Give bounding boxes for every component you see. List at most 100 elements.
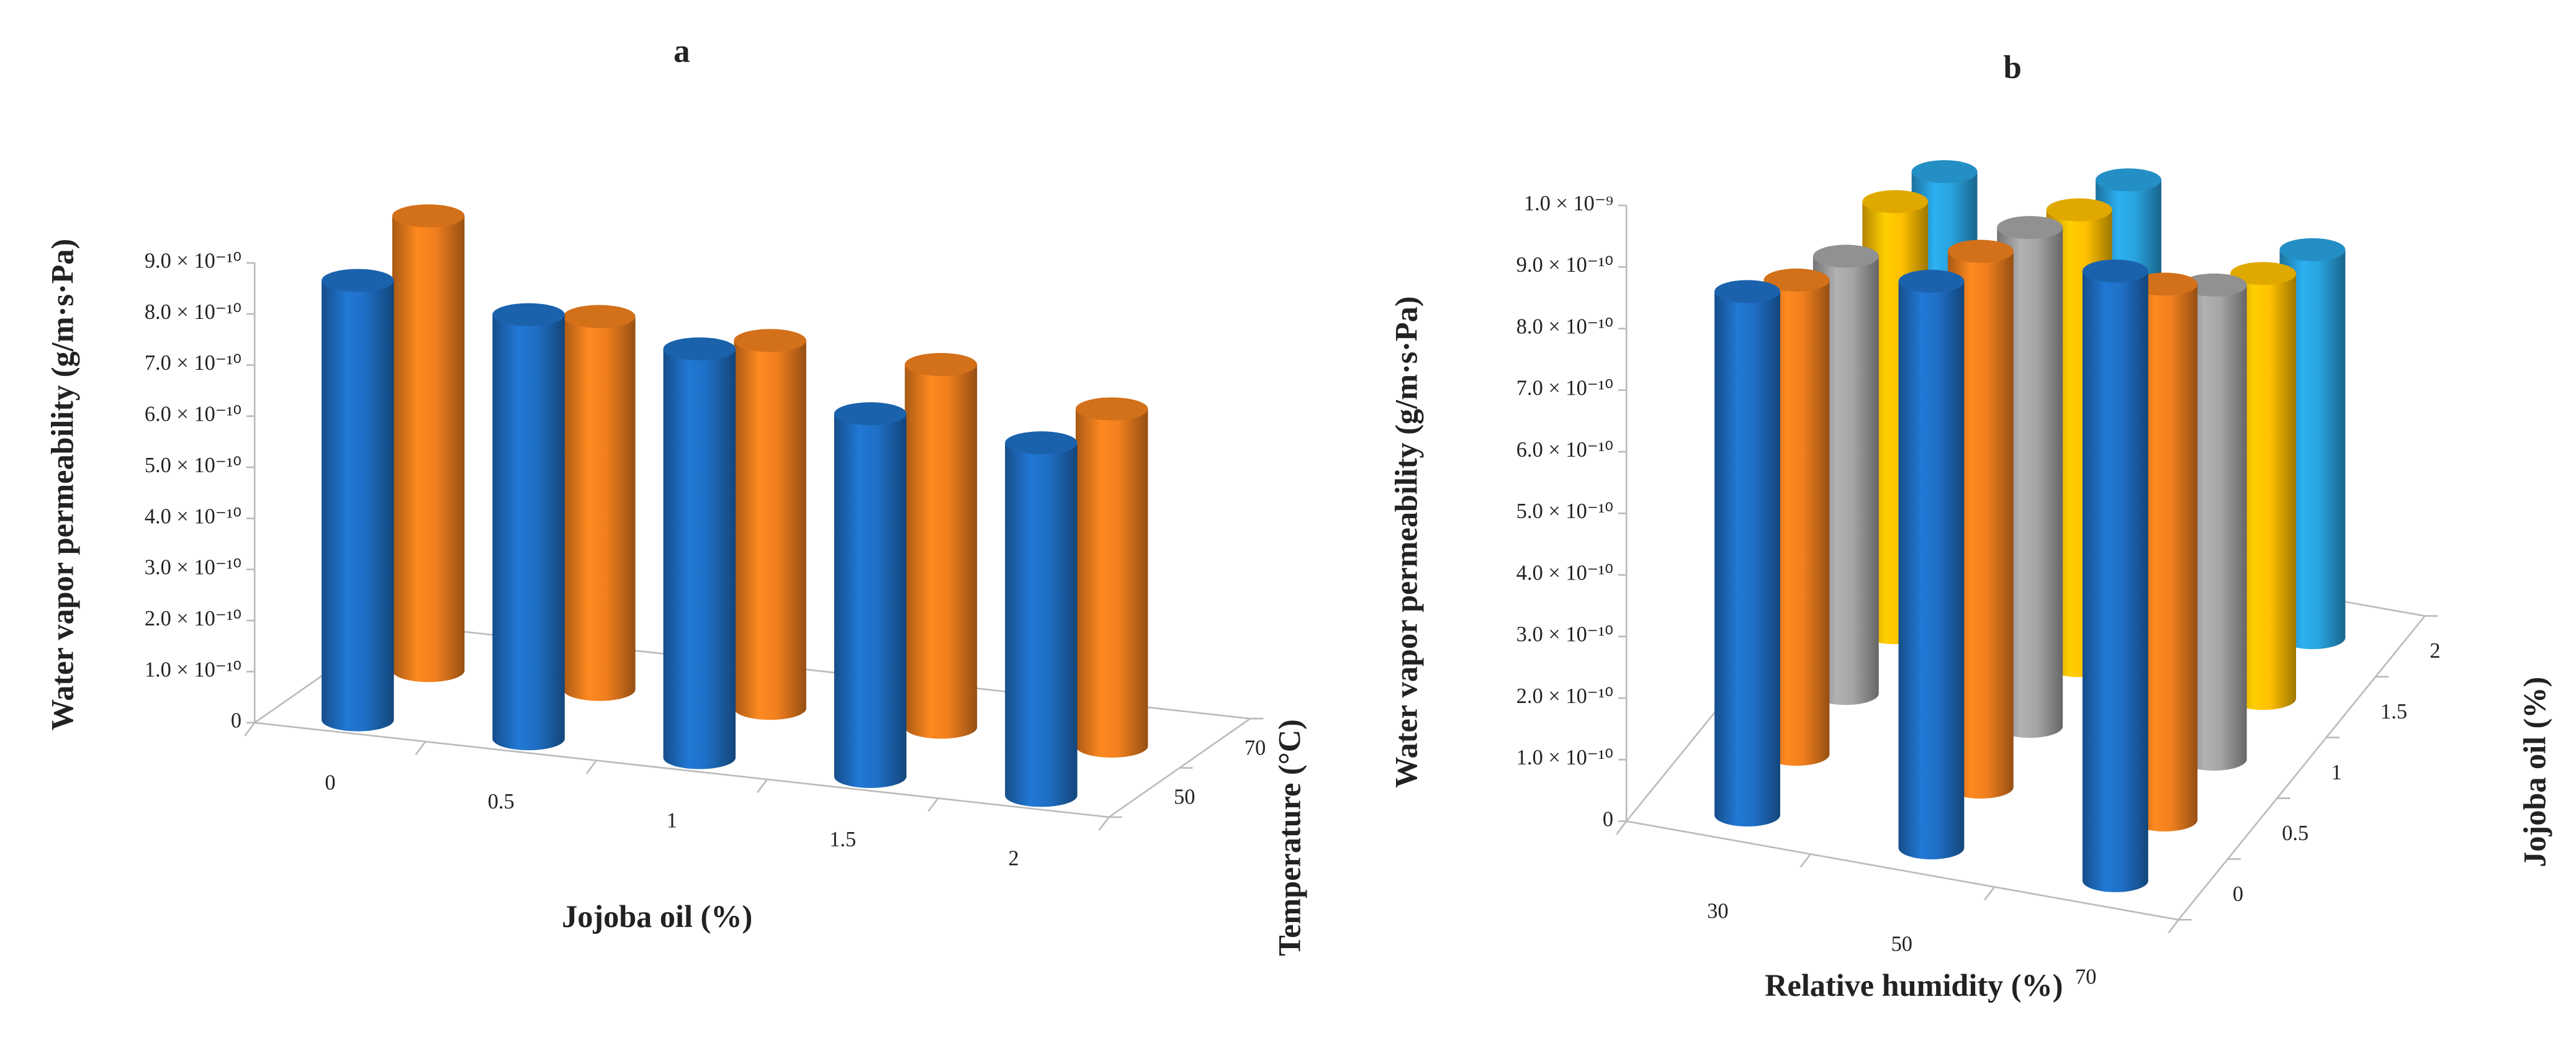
cylinder-top [1947,240,2014,263]
x-tick [2168,919,2179,934]
y-tick-label: 0 [231,709,241,733]
y-tick-label: 3.0 × 10⁻¹⁰ [1516,623,1613,647]
cylinder [1075,397,1148,758]
cylinder-top [663,337,736,361]
y-tick-label: 4.0 × 10⁻¹⁰ [145,504,241,528]
x-tick [585,759,597,774]
y-tick-label: 5.0 × 10⁻¹⁰ [1516,499,1613,523]
z-tick-label: 1 [2331,761,2342,784]
y-tick-label: 4.0 × 10⁻¹⁰ [1516,561,1613,584]
cylinder-top [834,402,907,426]
x-tick [1984,886,1996,901]
cylinder-top [1862,190,1929,213]
cylinder [734,329,806,720]
chart-title: b [2003,50,2021,86]
y-tick-label: 8.0 × 10⁻¹⁰ [145,300,241,324]
cylinder [1714,280,1780,827]
cylinder [322,269,394,732]
cylinder-body [1005,442,1078,795]
y-tick-label: 2.0 × 10⁻¹⁰ [1516,684,1613,708]
cylinder [904,352,978,739]
x-axis-title: Relative humidity (%) [1765,968,2063,1003]
floor-edge [2177,615,2426,921]
x-tick [927,797,939,812]
x-tick [1799,853,1811,868]
y-tick-label: 2.0 × 10⁻¹⁰ [145,607,241,630]
y-tick-label: 9.0 × 10⁻¹⁰ [1516,253,1613,277]
cylinder-body [1714,291,1780,815]
cylinder-top [1997,216,2063,240]
x-tick-label: 1.5 [829,828,856,851]
x-tick-label: 1 [667,808,677,832]
z-tick-label: 70 [1245,736,1266,759]
x-tick [1616,820,1628,835]
cylinder [663,337,736,769]
z-tick-label: 50 [1174,786,1195,809]
z-tick-label: 2 [2430,639,2440,663]
cylinder-body [322,280,394,720]
y-tick-label: 0 [1603,807,1613,831]
y-tick-label: 3.0 × 10⁻¹⁰ [145,556,241,580]
cylinder-top [2046,198,2112,222]
cylinder-body [904,364,978,728]
y-tick-label: 5.0 × 10⁻¹⁰ [145,454,241,477]
y-axis-title: Water vapor permeability (g/m·s·Pa) [1389,296,1423,788]
y-tick-label: 6.0 × 10⁻¹⁰ [1516,438,1613,462]
z-tick-label: 1.5 [2380,700,2407,723]
y-tick-label: 9.0 × 10⁻¹⁰ [145,249,241,273]
y-tick-label: 7.0 × 10⁻¹⁰ [145,351,241,375]
y-tick-label: 1.0 × 10⁻¹⁰ [1516,746,1613,769]
cylinder [834,402,907,788]
x-tick-label: 0 [325,771,335,795]
x-axis-title: Jojoba oil (%) [562,899,752,934]
x-tick [244,722,256,737]
x-tick-label: 0.5 [488,790,515,813]
cylinder-body [1898,281,1965,848]
cylinder-top [2279,238,2346,261]
cylinder-top [492,303,565,326]
cylinder-top [734,329,806,352]
cylinder [2082,259,2148,892]
cylinder-top [322,269,394,292]
z-axis-title: Jojoba oil (%) [2518,677,2552,867]
y-tick-label: 1.0 × 10⁻⁹ [1524,192,1613,215]
z-tick-label: 0 [2233,882,2243,906]
cylinder [392,204,465,683]
cylinder [1898,269,1965,859]
y-tick-label: 7.0 × 10⁻¹⁰ [1516,377,1613,400]
y-tick-label: 8.0 × 10⁻¹⁰ [1516,315,1613,338]
cylinder-top [1898,269,1965,293]
y-tick-label: 1.0 × 10⁻¹⁰ [145,658,241,681]
cylinder [563,305,636,701]
x-tick [1098,817,1110,831]
cylinder-body [734,340,806,709]
y-axis-title: Water vapor permeability (g/m·s·Pa) [45,239,79,731]
cylinder-body [1075,409,1148,746]
x-tick-label: 30 [1707,900,1728,923]
cylinder-body [563,316,636,690]
cylinder-top [1911,160,1978,184]
cylinder-top [1763,268,1830,292]
x-tick-label: 2 [1008,846,1019,870]
y-tick-label: 6.0 × 10⁻¹⁰ [145,403,241,426]
x-tick [757,779,768,794]
cylinder [1005,431,1078,807]
cylinder-body [834,413,907,777]
cylinder-top [2082,259,2148,283]
x-tick-label: 50 [1891,933,1912,956]
z-tick-label: 0.5 [2282,822,2308,845]
cylinder-top [1714,280,1780,303]
cylinder-top [2096,168,2161,192]
cylinder-body [2082,271,2148,881]
cylinder-top [904,352,978,376]
cylinder-top [1075,397,1148,421]
cylinder-body [392,215,465,671]
x-tick [415,741,426,756]
cylinder [492,303,565,751]
chart-title: a [673,34,690,69]
cylinder-top [563,305,636,328]
cylinder-body [492,315,565,739]
cylinder-top [2230,262,2297,285]
